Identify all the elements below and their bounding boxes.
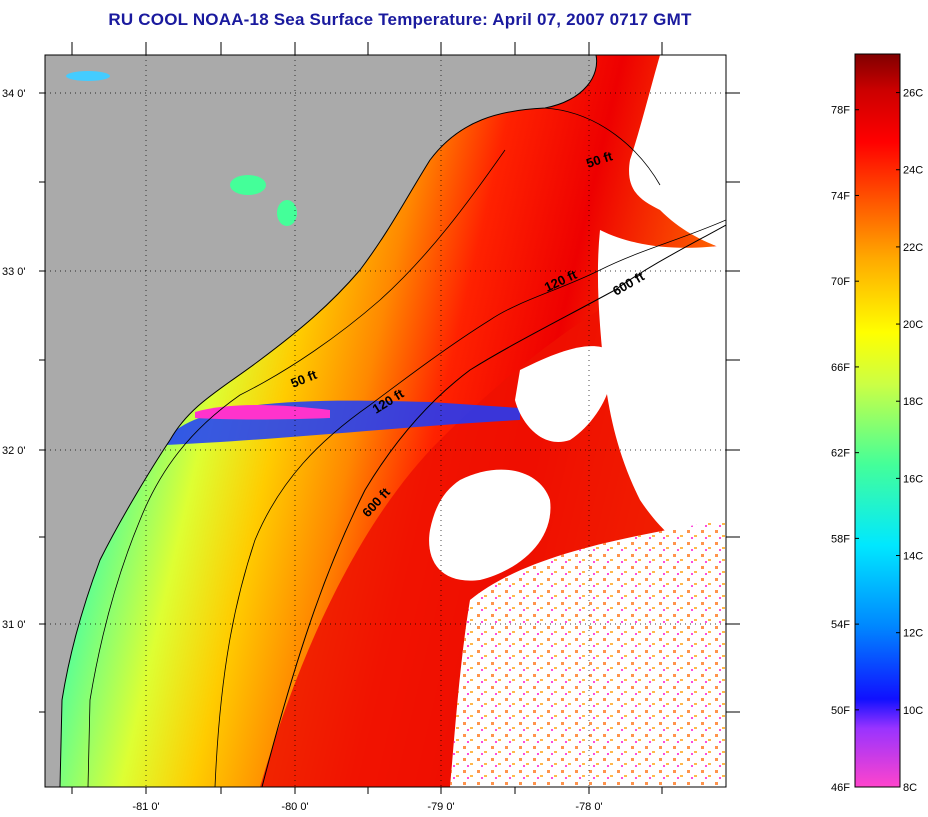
colorbar-fahrenheit-label: 50F — [831, 705, 850, 717]
colorbar-celsius-label: 12C — [903, 628, 923, 640]
lat-tick-label: 34 0' — [2, 88, 26, 100]
colorbar-celsius-labels: 26C 24C 22C 20C 18C 16C 14C 12C 10C 8C — [903, 88, 923, 794]
colorbar-celsius-label: 26C — [903, 88, 923, 100]
cloud-mask — [515, 346, 613, 442]
graticule — [45, 55, 726, 787]
colorbar-celsius-label: 24C — [903, 165, 923, 177]
cloud-mask — [429, 469, 551, 581]
inland-lake — [277, 200, 297, 226]
cloud-speckle-pattern — [450, 520, 726, 787]
lat-tick-label: 32 0' — [2, 445, 26, 457]
colorbar-celsius-label: 14C — [903, 551, 923, 563]
chart-title: RU COOL NOAA-18 Sea Surface Temperature:… — [108, 10, 692, 29]
lon-tick-label: -80 0' — [281, 801, 308, 813]
colorbar-fahrenheit-label: 78F — [831, 105, 850, 117]
colorbar-fahrenheit-label: 74F — [831, 190, 850, 202]
colorbar-fahrenheit-label: 62F — [831, 448, 850, 460]
colorbar-fahrenheit-labels: 78F 74F 70F 66F 62F 58F 54F 50F 46F — [831, 105, 850, 794]
lat-tick-label: 31 0' — [2, 619, 26, 631]
colorbar: 78F 74F 70F 66F 62F 58F 54F 50F 46F 26C 24C 22C 20C… — [831, 53, 923, 794]
lon-tick-label: -81 0' — [132, 801, 159, 813]
lat-tick-label: 33 0' — [2, 266, 26, 278]
colorbar-celsius-label: 22C — [903, 242, 923, 254]
contour-120ft — [214, 219, 726, 787]
lon-tick-label: -79 0' — [427, 801, 454, 813]
cloud-mask — [629, 55, 726, 250]
colorbar-fahrenheit-label: 54F — [831, 619, 850, 631]
tick-marks — [39, 42, 740, 794]
colorbar-ticks — [855, 92, 900, 788]
lon-tick-label: -78 0' — [575, 801, 602, 813]
colorbar-gradient — [854, 53, 901, 788]
coastline — [59, 55, 598, 787]
colorbar-celsius-label: 18C — [903, 396, 923, 408]
colorbar-fahrenheit-label: 70F — [831, 276, 850, 288]
contour-600ft — [261, 224, 726, 787]
colorbar-fahrenheit-label: 66F — [831, 362, 850, 374]
map-plot-area — [45, 55, 726, 787]
cloud-mask — [597, 230, 726, 560]
colorbar-celsius-label: 16C — [903, 473, 923, 485]
inland-lake — [66, 71, 110, 81]
land-mass — [45, 55, 597, 787]
colorbar-celsius-label: 10C — [903, 705, 923, 717]
contour-50ft — [87, 107, 661, 787]
cold-water-plume-core — [195, 405, 330, 420]
colorbar-fahrenheit-label: 58F — [831, 533, 850, 545]
colorbar-celsius-label: 20C — [903, 319, 923, 331]
colorbar-fahrenheit-label: 46F — [831, 782, 850, 794]
colorbar-celsius-label: 8C — [903, 782, 917, 794]
inland-lake — [230, 175, 266, 195]
plot-frame — [44, 54, 727, 788]
